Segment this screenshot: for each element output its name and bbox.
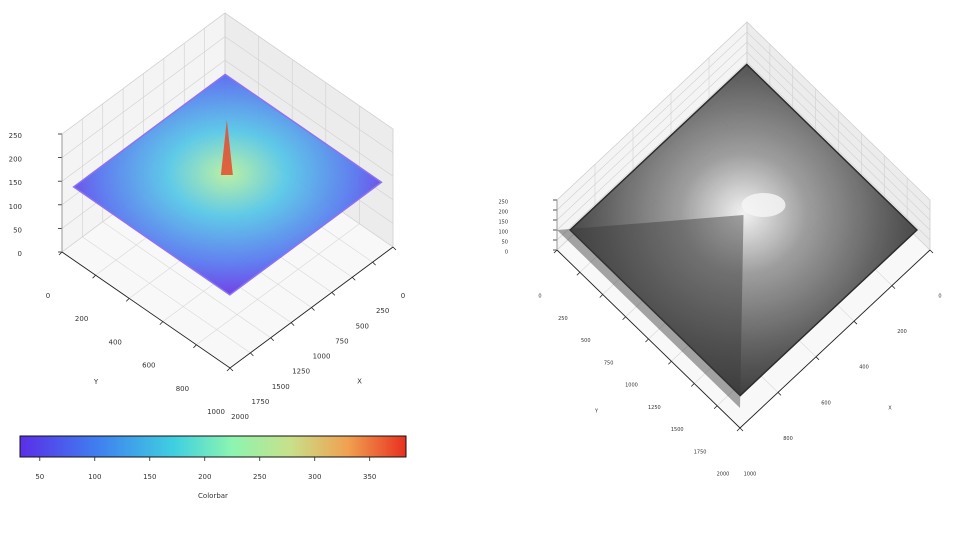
z-tick-label: 150 — [9, 179, 22, 187]
y-tick — [58, 251, 63, 256]
x-tick — [392, 246, 397, 251]
colorbar-tick-label: 200 — [198, 473, 211, 481]
x-tick-label: 750 — [335, 337, 348, 345]
colorbar-tick-label: 100 — [88, 473, 101, 481]
surface-ridge — [557, 215, 744, 408]
y-tick — [690, 383, 695, 387]
x-tick-label: 0 — [401, 292, 405, 300]
x-tick-label: 1250 — [292, 368, 310, 376]
grid-line — [102, 221, 271, 338]
axis-line — [556, 249, 931, 429]
x-tick-label: 1000 — [744, 472, 757, 478]
colorbar-tick-label: 350 — [363, 473, 376, 481]
grid-line — [82, 236, 251, 354]
colorbar-label: Colorbar — [198, 492, 228, 500]
surface-plot: 0 50 100 150 200 250 0 200 400 600 800 1000 0 250 500 7… — [9, 12, 407, 500]
y-tick-label: 1500 — [671, 427, 684, 433]
y-tick — [226, 367, 231, 372]
x-tick — [229, 367, 234, 372]
y-tick — [599, 294, 604, 298]
z-tick-label: 200 — [9, 156, 22, 164]
colorbar-tick-label: 150 — [143, 473, 156, 481]
y-tick — [668, 360, 672, 365]
z-tick-label: 250 — [498, 200, 508, 206]
y-tick — [576, 271, 581, 276]
y-tick — [159, 321, 164, 325]
z-tick-label: 150 — [498, 220, 508, 226]
y-tick — [193, 344, 197, 349]
z-tick-label: 50 — [13, 226, 22, 234]
y-tick-label: 600 — [142, 362, 155, 370]
x-tick — [311, 307, 315, 311]
y-tick-label: 200 — [75, 315, 88, 323]
x-tick-label: 1750 — [251, 398, 269, 406]
x-tick-label: 200 — [897, 329, 907, 335]
y-tick-label: 750 — [604, 360, 614, 366]
x-tick — [290, 322, 295, 326]
colorbar-tick-label: 300 — [308, 473, 321, 481]
y-tick-label: 1750 — [694, 449, 707, 455]
y-tick-label: 1000 — [207, 408, 225, 416]
y-tick-label: 500 — [581, 338, 591, 344]
z-tick-label: 50 — [502, 240, 508, 246]
z-tick-label: 250 — [9, 132, 22, 140]
x-tick — [853, 320, 858, 325]
y-tick — [736, 427, 741, 432]
y-tick — [713, 405, 718, 410]
axis-line — [61, 246, 394, 369]
colorbar-tick-label: 250 — [253, 473, 266, 481]
y-tick — [622, 316, 626, 321]
surface — [568, 63, 919, 397]
x-tick — [929, 249, 934, 254]
x-axis-label: X — [357, 378, 362, 386]
y-axis-label: Y — [93, 378, 99, 386]
x-tick — [270, 337, 275, 342]
y-tick-label: 1250 — [648, 405, 661, 411]
y-tick — [125, 298, 130, 302]
x-tick-label: 1000 — [313, 353, 331, 361]
x-tick — [891, 285, 896, 289]
surface-plot: 0 50 100 150 200 250 0 250 500 750 1000 1250 1500 175… — [498, 21, 942, 478]
z-tick-label: 100 — [498, 230, 508, 236]
x-tick-label: 2000 — [231, 413, 249, 421]
z-tick-label: 100 — [9, 203, 22, 211]
x-tick-label: 500 — [356, 322, 369, 330]
y-tick — [553, 249, 558, 254]
x-tick-label: 600 — [821, 400, 831, 406]
x-tick — [815, 356, 820, 361]
y-tick-label: 0 — [538, 294, 541, 300]
x-tick-label: 1500 — [272, 383, 290, 391]
x-tick — [250, 352, 254, 357]
x-tick — [351, 276, 356, 281]
colorbar-tick-label: 50 — [35, 473, 44, 481]
x-tick — [777, 392, 782, 396]
y-tick — [92, 274, 96, 279]
y-tick-label: 0 — [46, 292, 50, 300]
x-tick-label: 250 — [376, 307, 389, 315]
surface-peak — [741, 193, 786, 217]
x-tick — [372, 261, 376, 266]
z-tick-label: 0 — [505, 250, 508, 256]
x-tick-label: 800 — [783, 436, 793, 442]
x-tick-label: 0 — [938, 294, 941, 300]
x-tick — [739, 427, 744, 432]
y-tick-label: 400 — [109, 338, 122, 346]
z-tick-label: 0 — [18, 250, 22, 258]
y-tick-label: 250 — [558, 316, 568, 322]
y-tick — [645, 338, 649, 343]
z-tick-label: 200 — [498, 210, 508, 216]
x-axis-label: X — [888, 406, 892, 412]
y-tick-label: 800 — [176, 385, 189, 393]
y-axis-label: Y — [594, 409, 599, 415]
y-tick-label: 1000 — [625, 383, 638, 389]
surface — [72, 73, 383, 296]
colorbar — [19, 435, 407, 458]
surface-peak — [220, 119, 233, 175]
x-tick-label: 400 — [859, 365, 869, 371]
y-tick-label: 2000 — [717, 472, 730, 478]
x-tick — [331, 292, 336, 296]
